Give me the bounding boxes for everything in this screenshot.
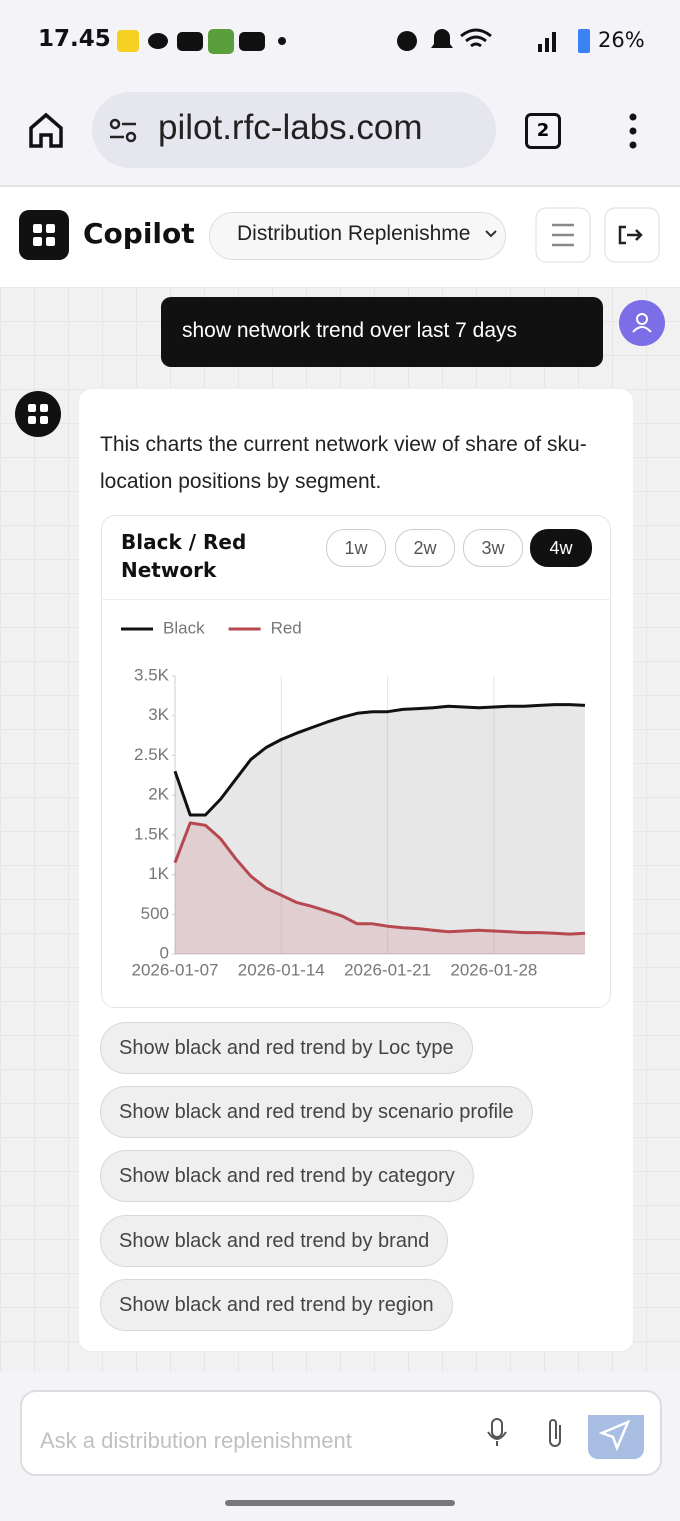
x-tick-label: 2026-01-28	[450, 960, 537, 979]
divider	[101, 599, 611, 600]
app-name: Copilot	[83, 217, 195, 250]
suggestion[interactable]: Show black and red trend by Loc type	[100, 1022, 473, 1074]
y-tick-label: 1K	[148, 864, 169, 883]
menu-button[interactable]	[624, 112, 642, 150]
line	[173, 821, 586, 936]
range-button[interactable]: 4w	[530, 529, 592, 567]
system-icons	[397, 28, 590, 53]
selector-text: Distribution Replenishme	[237, 222, 471, 245]
time: 17.45	[38, 26, 111, 52]
chart-card	[101, 515, 611, 1008]
suggestion[interactable]: Show black and red trend by brand	[100, 1215, 449, 1267]
header-buttons[interactable]	[535, 207, 661, 264]
y-tick-label: 2K	[148, 785, 169, 804]
y-tick-label: 0	[160, 943, 169, 962]
y-tick-label: 3K	[148, 705, 169, 724]
url-bar[interactable]	[92, 92, 496, 168]
tab-count[interactable]: 2	[525, 113, 561, 149]
legend-label: Red	[271, 618, 302, 637]
y-tick-label: 2.5K	[134, 745, 170, 764]
area	[175, 822, 585, 954]
selector[interactable]	[209, 212, 506, 260]
input-placeholder: Ask a distribution replenishment	[40, 1428, 352, 1453]
chart-card-title: Black / Red Network	[121, 530, 247, 582]
y-tick-label: 500	[141, 904, 169, 923]
user-message: show network trend over last 7 days	[182, 319, 517, 342]
x-tick-label: 2026-01-21	[344, 960, 431, 979]
home-button[interactable]	[26, 110, 66, 150]
suggestion[interactable]: Show black and red trend by region	[100, 1279, 453, 1331]
range-button[interactable]: 3w	[463, 529, 523, 567]
suggestion[interactable]: Show black and red trend by category	[100, 1150, 474, 1202]
chevron	[485, 230, 497, 238]
bot-avatar	[15, 391, 61, 437]
site-info-icon[interactable]	[108, 115, 140, 147]
battery: 26%	[598, 28, 645, 52]
x-tick-label: 2026-01-14	[238, 960, 325, 979]
y-tick-label: 1.5K	[134, 824, 170, 843]
notification-icons	[117, 29, 286, 54]
line	[173, 703, 586, 817]
logo	[19, 210, 69, 260]
user-avatar	[619, 300, 665, 346]
legend-label: Black	[163, 618, 205, 637]
range-button[interactable]: 1w	[326, 529, 386, 567]
gesture-bar	[225, 1500, 455, 1506]
x-tick-label: 2026-01-07	[132, 960, 219, 979]
suggestion[interactable]: Show black and red trend by scenario pro…	[100, 1086, 533, 1138]
y-tick-label: 3.5K	[134, 665, 170, 684]
input-actions[interactable]	[482, 1415, 652, 1475]
range-button[interactable]: 2w	[395, 529, 455, 567]
url-text: pilot.rfc-labs.com	[158, 108, 423, 147]
area	[175, 704, 585, 954]
chart: 0 500 1K 1.5K 2K 2.5K 3K 3.5K 2026-01-07 2026-01-…	[121, 618, 586, 979]
assistant-text: This charts the current network view of …	[100, 433, 587, 493]
user-bubble	[161, 297, 603, 367]
